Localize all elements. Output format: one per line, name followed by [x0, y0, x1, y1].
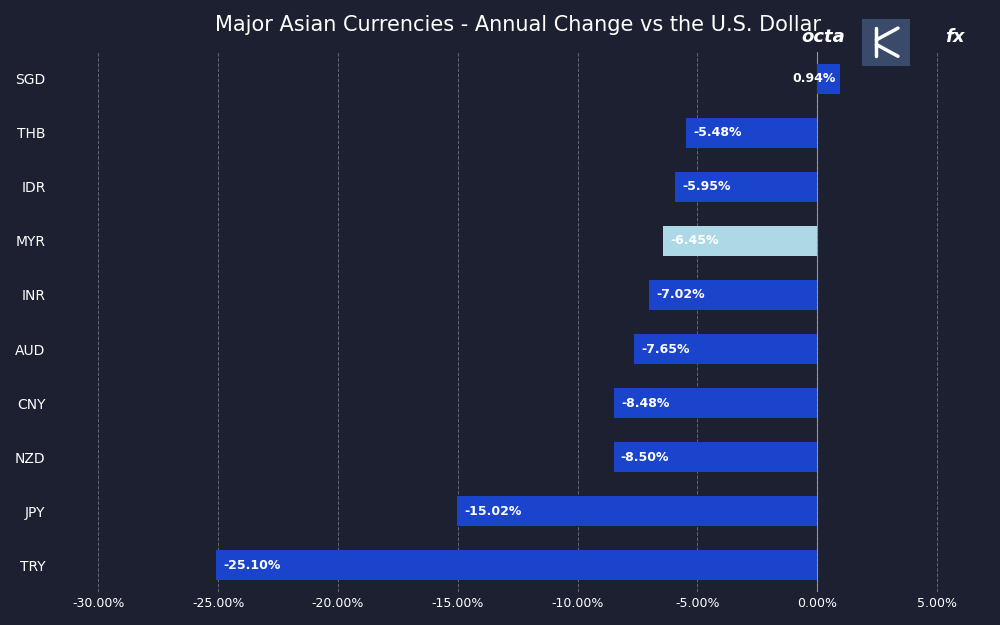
Text: -8.48%: -8.48% — [621, 396, 670, 409]
Title: Major Asian Currencies - Annual Change vs the U.S. Dollar: Major Asian Currencies - Annual Change v… — [215, 15, 821, 35]
Bar — [216, 550, 817, 580]
Bar — [614, 442, 817, 472]
Text: -5.48%: -5.48% — [693, 126, 742, 139]
Bar — [817, 64, 840, 94]
Text: fx: fx — [946, 28, 965, 46]
Text: -6.45%: -6.45% — [670, 234, 718, 248]
Text: -7.02%: -7.02% — [656, 289, 705, 301]
Text: -5.95%: -5.95% — [682, 181, 730, 193]
Text: octa: octa — [801, 28, 845, 46]
Text: -8.50%: -8.50% — [621, 451, 669, 464]
Bar — [675, 172, 817, 202]
Text: 0.94%: 0.94% — [793, 72, 836, 86]
Bar — [686, 118, 817, 148]
Bar — [634, 334, 817, 364]
FancyBboxPatch shape — [860, 16, 912, 68]
Bar — [649, 280, 817, 310]
Bar — [614, 388, 817, 418]
Text: -25.10%: -25.10% — [223, 559, 280, 572]
Text: -15.02%: -15.02% — [465, 504, 522, 518]
Text: -7.65%: -7.65% — [641, 342, 690, 356]
Bar — [457, 496, 817, 526]
Bar — [663, 226, 817, 256]
